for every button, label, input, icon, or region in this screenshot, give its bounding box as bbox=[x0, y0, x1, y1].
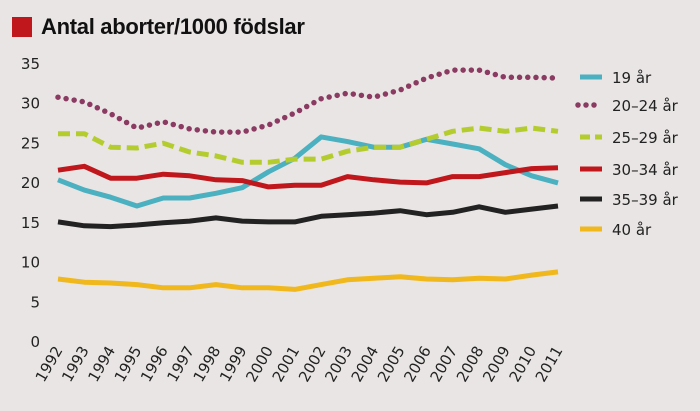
series-line-30-34-år bbox=[57, 163, 559, 190]
title-marker-icon bbox=[12, 17, 32, 37]
legend-label: 40 år bbox=[612, 221, 652, 239]
y-tick-label: 25 bbox=[21, 134, 40, 152]
series-line-19-år bbox=[57, 134, 559, 209]
series-line-25-29-år bbox=[58, 125, 559, 165]
series-line-40-år bbox=[57, 269, 559, 292]
legend-label: 25–29 år bbox=[612, 129, 679, 147]
y-tick-label: 35 bbox=[21, 55, 40, 73]
y-tick-label: 15 bbox=[21, 214, 40, 232]
legend-label: 20–24 år bbox=[612, 97, 679, 115]
series-line-20-24-år bbox=[55, 67, 561, 135]
y-tick-label: 10 bbox=[21, 254, 40, 272]
legend-label: 30–34 år bbox=[612, 161, 679, 179]
y-tick-label: 30 bbox=[21, 95, 40, 113]
legend-label: 19 år bbox=[612, 69, 652, 87]
series-line-35-39-år bbox=[57, 203, 559, 230]
chart-title: Antal aborter/1000 födslar bbox=[12, 14, 305, 40]
legend-label: 35–39 år bbox=[612, 191, 679, 209]
chart-title-text: Antal aborter/1000 födslar bbox=[41, 14, 305, 39]
x-tick-label: 2011 bbox=[532, 343, 567, 385]
y-tick-label: 5 bbox=[30, 293, 40, 311]
y-tick-label: 0 bbox=[30, 333, 40, 351]
y-tick-label: 20 bbox=[21, 174, 40, 192]
